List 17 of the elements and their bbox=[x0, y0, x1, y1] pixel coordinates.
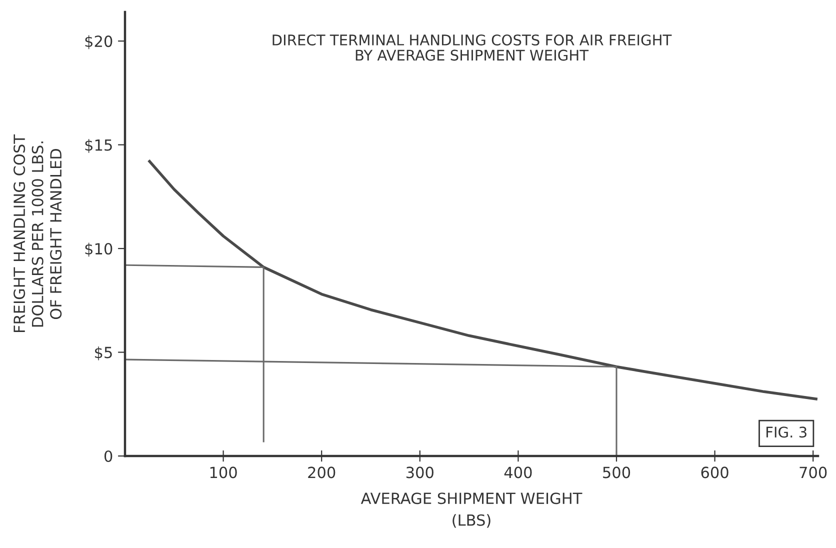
x-tick-label: 600 bbox=[701, 466, 728, 478]
x-tick-label: 300 bbox=[406, 466, 434, 478]
x-tick-label: 400 bbox=[504, 466, 532, 478]
x-tick-label: 200 bbox=[308, 466, 336, 478]
y-tick-label: $5 bbox=[95, 346, 112, 360]
y-tick-label: $15 bbox=[85, 138, 112, 153]
annotation: FIG. 3 bbox=[766, 426, 806, 438]
y-tick-label: $20 bbox=[85, 35, 112, 50]
x-tick-label: 700 bbox=[800, 466, 827, 478]
x-tick-label: 500 bbox=[603, 466, 630, 478]
text: DIRECT TERMINAL HANDLING COSTS FOR AIR FREIGHT BY AVERAGE SHIPMENT WEIGHT bbox=[272, 34, 672, 61]
y-tick-label: 0 bbox=[104, 450, 112, 462]
y-tick-label: $10 bbox=[85, 242, 112, 257]
x-axis-title: AVERAGE SHIPMENT WEIGHT (LBS) bbox=[360, 492, 582, 528]
line-series bbox=[148, 160, 818, 400]
x-tick-label: 100 bbox=[210, 466, 237, 478]
y-axis-title: FREIGHT HANDLING COST DOLLARS PER 1000 LBS. OF FREIGHT HANDLED bbox=[14, 134, 62, 332]
